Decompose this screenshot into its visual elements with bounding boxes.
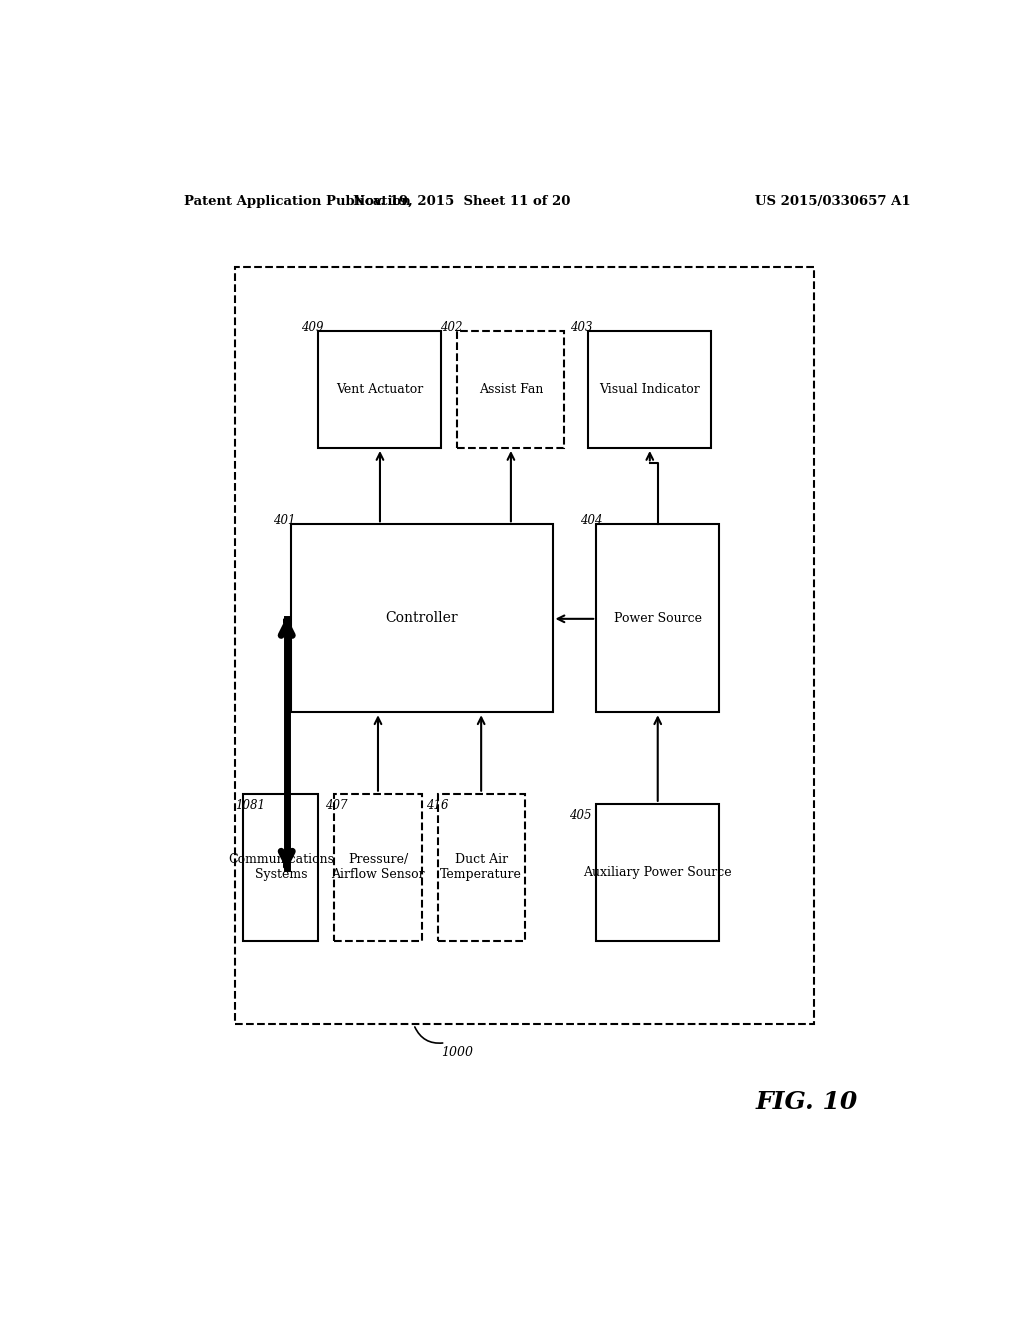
Text: 416: 416 [426, 799, 449, 812]
Text: Power Source: Power Source [613, 612, 701, 624]
Text: 401: 401 [273, 515, 296, 527]
Text: US 2015/0330657 A1: US 2015/0330657 A1 [755, 194, 910, 207]
Text: 1000: 1000 [441, 1045, 473, 1059]
Text: Pressure/
Airflow Sensor: Pressure/ Airflow Sensor [331, 853, 425, 882]
Text: 409: 409 [301, 321, 324, 334]
Bar [437, 793, 524, 941]
Bar [318, 331, 441, 447]
Text: FIG. 10: FIG. 10 [756, 1089, 858, 1114]
Text: 1081: 1081 [236, 799, 265, 812]
Bar [588, 331, 712, 447]
Text: 402: 402 [440, 321, 463, 334]
Text: Assist Fan: Assist Fan [479, 383, 543, 396]
Text: Controller: Controller [385, 611, 458, 626]
Text: 405: 405 [569, 809, 592, 822]
Text: 403: 403 [570, 321, 593, 334]
Text: Communications
Systems: Communications Systems [227, 853, 334, 882]
Text: Nov. 19, 2015  Sheet 11 of 20: Nov. 19, 2015 Sheet 11 of 20 [352, 194, 570, 207]
Bar [243, 793, 318, 941]
Text: Visual Indicator: Visual Indicator [599, 383, 700, 396]
Bar [596, 524, 719, 713]
Text: Duct Air
Temperature: Duct Air Temperature [440, 853, 522, 882]
Bar [291, 524, 553, 713]
Text: Vent Actuator: Vent Actuator [336, 383, 424, 396]
Bar [334, 793, 422, 941]
Bar [236, 267, 814, 1024]
Bar [458, 331, 564, 447]
Text: Patent Application Publication: Patent Application Publication [183, 194, 411, 207]
Text: 404: 404 [580, 515, 602, 527]
Text: Auxiliary Power Source: Auxiliary Power Source [584, 866, 732, 879]
Text: 407: 407 [325, 799, 347, 812]
Bar [596, 804, 719, 941]
